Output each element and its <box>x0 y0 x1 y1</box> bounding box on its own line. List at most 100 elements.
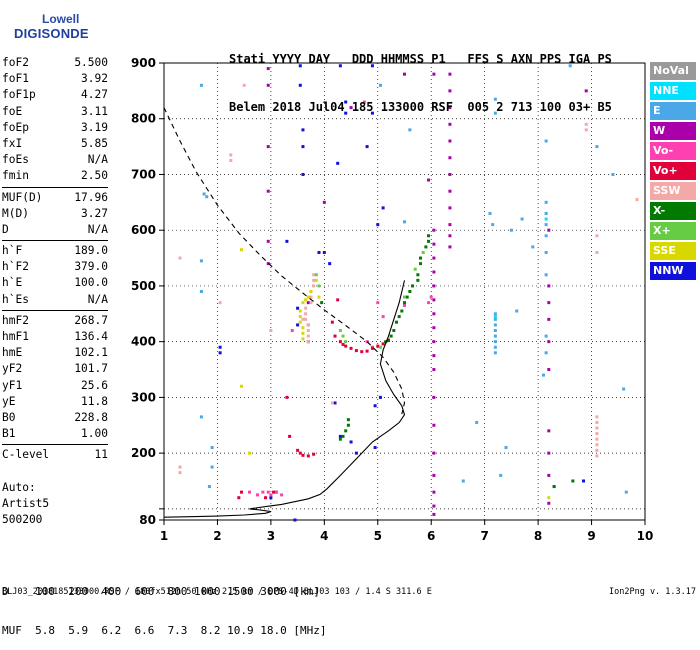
parameter-value: 5.500 <box>74 56 108 69</box>
y-tick-label: 700 <box>131 167 156 181</box>
echo-point <box>317 295 321 299</box>
parameter-row: foF1p 4.27 <box>2 87 110 103</box>
plot-frame <box>163 62 646 521</box>
parameter-value: 101.7 <box>74 362 108 376</box>
echo-point <box>266 83 270 87</box>
digisonde-logo: Lowell DIGISONDE <box>4 8 114 42</box>
echo-point <box>309 290 313 293</box>
echo-point <box>266 145 270 149</box>
parameter-value: 2.50 <box>81 169 108 183</box>
echo-point <box>475 420 479 424</box>
parameter-row: foF2 5.500 <box>2 55 110 71</box>
distance-row: D 100 200 400 600 800 1000 1500 3000 [km… <box>2 585 320 598</box>
echo-point <box>432 368 436 372</box>
echo-point <box>301 128 305 132</box>
parameter-name: hmF1 <box>2 330 29 343</box>
echo-point <box>370 64 374 68</box>
echo-point <box>370 111 374 115</box>
echo-point <box>432 512 436 516</box>
echo-point <box>333 334 337 338</box>
echo-point <box>378 83 382 87</box>
echo-point <box>301 331 305 335</box>
echo-point <box>266 262 270 266</box>
parameter-name: h`Es <box>2 292 29 306</box>
parameter-row: yF2 101.7 <box>2 361 110 377</box>
echo-point <box>493 334 497 338</box>
echo-point <box>298 83 302 87</box>
echo-point <box>210 446 214 450</box>
echo-point <box>312 278 316 282</box>
echo-point <box>237 496 241 500</box>
echo-point <box>427 301 431 305</box>
echo-point <box>320 301 324 305</box>
echo-point <box>411 284 415 288</box>
echo-point <box>547 429 551 433</box>
echo-point <box>635 198 639 202</box>
echo-point <box>218 301 222 305</box>
echo-point <box>403 72 406 76</box>
echo-point <box>432 72 436 76</box>
echo-point <box>515 309 519 313</box>
parameter-name: M(D) <box>2 206 29 220</box>
parameter-separator <box>2 186 108 188</box>
echo-point <box>317 284 321 288</box>
echo-point <box>544 351 548 355</box>
echo-point <box>354 451 358 455</box>
echo-point <box>304 306 308 310</box>
echo-point <box>408 290 412 293</box>
echo-point <box>269 493 273 497</box>
echo-point <box>338 64 342 68</box>
y-tick-label: 500 <box>131 279 156 293</box>
parameter-row: hmF1 136.4 <box>2 329 110 345</box>
legend-item: Vo- <box>650 142 696 160</box>
echo-point <box>269 496 273 500</box>
echo-point <box>239 384 243 388</box>
echo-point <box>432 490 436 494</box>
echo-point <box>544 234 548 238</box>
echo-point <box>298 320 302 324</box>
echo-point <box>333 401 337 405</box>
echo-point <box>309 301 313 305</box>
echo-point <box>202 192 206 196</box>
x-tick-label: 9 <box>587 529 595 543</box>
echo-point <box>296 448 300 452</box>
echo-point <box>381 342 385 346</box>
echo-point <box>298 64 302 68</box>
echo-point <box>624 490 628 494</box>
y-tick-label: 900 <box>131 56 156 70</box>
echo-point <box>199 415 203 419</box>
parameter-separator <box>2 309 108 311</box>
parameter-value: 228.8 <box>74 410 108 424</box>
echo-point <box>544 211 548 215</box>
parameter-name: MUF(D) <box>2 190 43 204</box>
logo-text-lowell: Lowell <box>42 12 80 26</box>
echo-point <box>544 217 548 221</box>
muf-row: MUF 5.8 5.9 6.2 6.6 7.3 8.2 10.9 18.0 [M… <box>2 624 327 637</box>
echo-point <box>322 200 326 204</box>
parameter-row: fmin 2.50 <box>2 168 110 184</box>
echo-point <box>403 301 406 305</box>
echo-point <box>432 340 436 344</box>
echo-point <box>413 267 417 271</box>
echo-point <box>229 153 233 157</box>
echo-point <box>432 312 436 316</box>
echo-point <box>448 223 452 227</box>
echo-point <box>280 493 284 497</box>
echo-point <box>301 453 305 457</box>
echo-point <box>314 278 318 282</box>
echo-point <box>306 454 310 458</box>
echo-point <box>256 493 260 497</box>
echo-point <box>427 239 431 243</box>
echo-point <box>298 309 302 313</box>
echo-point <box>408 128 412 132</box>
legend-item: SSE <box>650 242 696 260</box>
y-tick-label: 400 <box>131 335 156 349</box>
echo-point <box>365 145 369 149</box>
echo-point <box>403 303 406 307</box>
echo-point <box>336 298 340 302</box>
echo-point <box>341 342 345 346</box>
parameter-name: foF2 <box>2 56 29 69</box>
echo-point <box>386 339 390 343</box>
parameter-value: 4.27 <box>81 88 108 102</box>
echo-point <box>296 323 300 327</box>
